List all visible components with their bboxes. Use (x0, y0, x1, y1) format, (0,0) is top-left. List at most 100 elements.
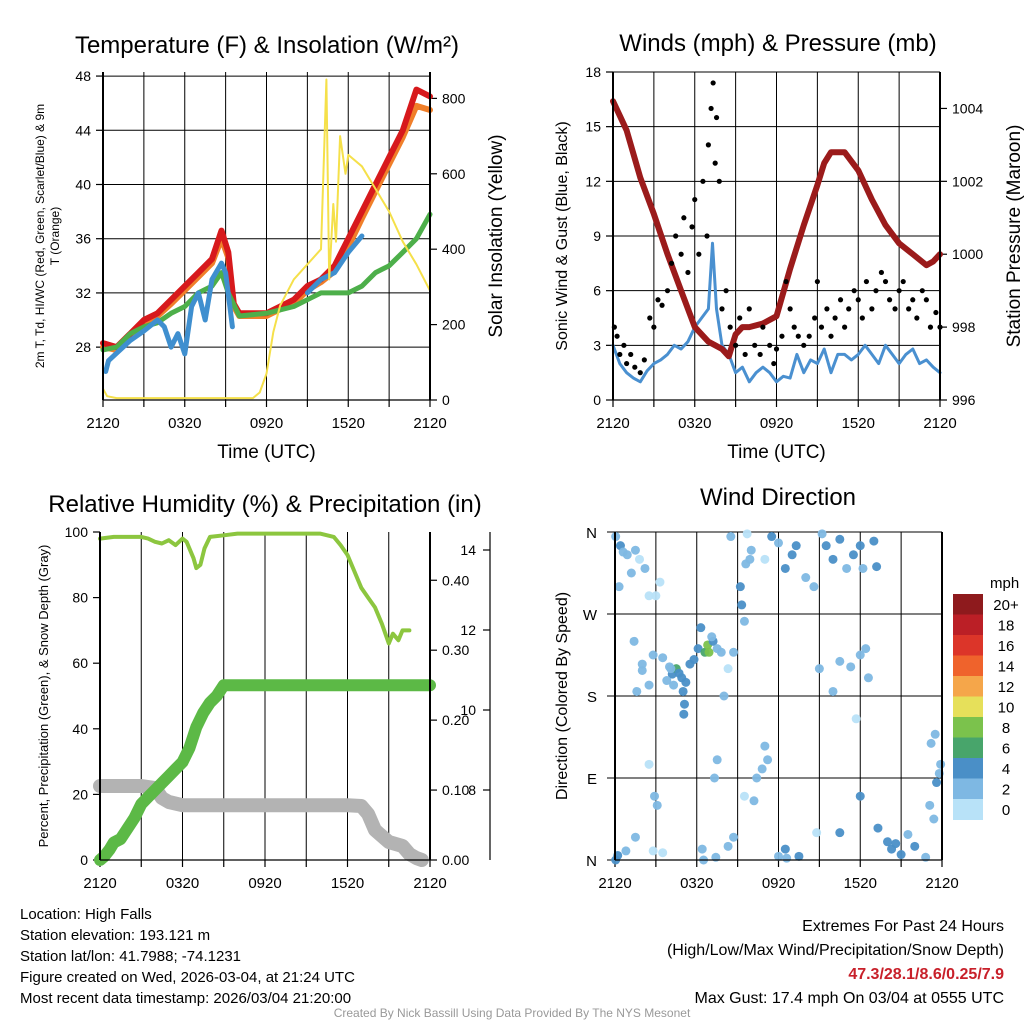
gust-point (668, 260, 675, 266)
y-tick-label: 0 (593, 392, 601, 408)
direction-point (828, 554, 838, 564)
direction-point (689, 655, 699, 665)
direction-point (812, 828, 822, 838)
direction-point (855, 541, 865, 551)
gust-point (842, 324, 848, 330)
direction-point (767, 532, 777, 542)
extremes-title: Extremes For Past 24 Hours (802, 918, 1004, 935)
y2-tick-label: 400 (442, 241, 466, 257)
y3-tick-label: 14 (460, 542, 476, 558)
direction-point (760, 741, 770, 751)
legend-label: 12 (998, 679, 1015, 696)
direction-point (719, 691, 729, 701)
gust-point (814, 278, 820, 285)
direction-point (662, 676, 672, 686)
y2-tick-label: 0.40 (442, 572, 469, 588)
gust-point (878, 269, 885, 276)
legend-swatch (953, 655, 983, 677)
y2-axis-label: Solar Insolation (Yellow) (486, 134, 507, 337)
legend-swatch (953, 758, 983, 779)
legend-title: mph (990, 575, 1019, 592)
gust-point (757, 351, 763, 358)
gust-point (614, 333, 620, 339)
direction-point (936, 759, 946, 769)
direction-point (658, 653, 668, 663)
y-tick-label: N (586, 853, 597, 870)
direction-point (835, 828, 845, 838)
x-tick-label: 2120 (86, 415, 119, 432)
gust-point (892, 306, 898, 312)
x-tick-label: 0320 (680, 875, 713, 892)
y-tick-label: 36 (75, 231, 91, 247)
gust-point (696, 251, 702, 257)
series-line-solar (102, 78, 431, 400)
gust-point (737, 315, 743, 321)
gust-point (869, 306, 875, 312)
station-info: Location: High Falls Station elevation: … (20, 904, 355, 1009)
direction-point (716, 647, 726, 657)
y2-tick-label: 1002 (952, 173, 983, 189)
direction-point (635, 554, 645, 564)
legend-label: 0 (1002, 802, 1010, 819)
x-tick-label: 0320 (166, 875, 199, 892)
gust-point (689, 224, 695, 230)
x-tick-label: 2120 (923, 415, 956, 432)
direction-point (621, 846, 631, 856)
direction-point (883, 837, 892, 847)
chart-title: Wind Direction (700, 484, 856, 511)
gust-point (767, 342, 773, 348)
gust-point (746, 306, 752, 312)
direction-point (651, 591, 661, 601)
gust-point (692, 196, 698, 203)
extremes-description: (High/Low/Max Wind/Precipitation/Snow De… (666, 942, 1004, 959)
legend-swatch (953, 614, 983, 636)
y-tick-label: 28 (75, 339, 91, 355)
series-line-rh (98, 531, 412, 646)
direction-point (648, 650, 658, 660)
legend-swatch (953, 635, 983, 656)
direction-point (726, 532, 736, 542)
legend-label: 18 (998, 618, 1015, 635)
y-tick-label: N (586, 525, 597, 542)
direction-point (861, 644, 871, 654)
credit-text: Created By Nick Bassill Using Data Provi… (333, 1006, 691, 1020)
legend-swatch (953, 696, 983, 718)
gust-point (806, 333, 812, 339)
direction-point (910, 841, 920, 851)
recent-data-text: Most recent data timestamp: 2026/03/04 2… (20, 990, 352, 1007)
y-tick-label: 40 (75, 176, 91, 192)
y-tick-label: 44 (75, 122, 91, 138)
y2-tick-label: 996 (952, 392, 976, 408)
y-tick-label: E (587, 771, 597, 788)
direction-point (855, 650, 865, 660)
direction-point (869, 536, 879, 546)
direction-point (723, 841, 733, 851)
gust-point (700, 178, 706, 184)
direction-point (787, 550, 797, 560)
y3-tick-label: 10 (460, 702, 476, 718)
gust-point (832, 315, 838, 321)
gust-point (655, 297, 661, 303)
direction-point (739, 616, 749, 626)
chart-title: Relative Humidity (%) & Precipitation (i… (48, 491, 481, 518)
gust-point (812, 315, 818, 321)
y3-tick-label: 8 (468, 782, 476, 798)
legend-label: 20+ (993, 597, 1019, 614)
y2-tick-label: 998 (952, 319, 976, 335)
x-tick-label: 0920 (250, 415, 283, 432)
y-tick-label: W (583, 607, 598, 624)
direction-point (863, 673, 873, 683)
x-axis-label: Time (UTC) (217, 442, 316, 463)
x-tick-label: 1520 (332, 415, 365, 432)
y2-tick-label: 0.30 (442, 642, 469, 658)
chart-title: Temperature (F) & Insolation (W/m²) (75, 32, 459, 59)
series-line-wc (103, 260, 235, 374)
direction-point (658, 848, 668, 858)
gust-point (773, 346, 780, 352)
y-axis-label: Direction (Colored By Speed) (554, 592, 571, 800)
gust-point (727, 324, 733, 330)
x-tick-label: 0920 (762, 875, 795, 892)
direction-point (930, 729, 940, 739)
x-tick-label: 1520 (331, 875, 364, 892)
direction-point (707, 632, 717, 642)
